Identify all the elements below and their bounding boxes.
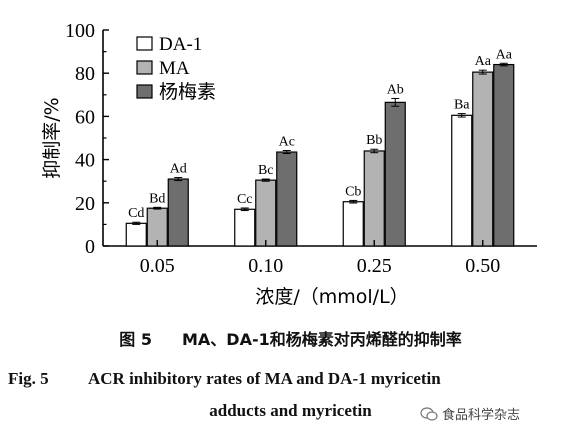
figure-caption-cn: 图 5 MA、DA-1和杨梅素对丙烯醛的抑制率 xyxy=(0,326,581,350)
figure-caption-en-line1: Fig. 5 ACR inhibitory rates of MA and DA-… xyxy=(8,369,581,389)
bar-3-3 xyxy=(384,101,406,247)
bar-1-1 xyxy=(125,222,147,247)
y-tick-label: 80 xyxy=(75,63,95,85)
caption-en-text-1: ACR inhibitory rates of MA and DA-1 myri… xyxy=(88,369,441,388)
x-tick-label: 0.05 xyxy=(140,255,175,277)
bar-chart: 0 20 40 60 80 100 抑制率/% Cd Bd Ad 0.05 Cc Bc Ac 0.10 Cb B… xyxy=(41,20,537,308)
significance-label: Aa xyxy=(496,47,513,62)
x-tick-label: 0.50 xyxy=(465,255,500,277)
y-tick-label: 60 xyxy=(75,106,95,128)
bar-3-1 xyxy=(167,178,189,247)
significance-label: Cd xyxy=(128,206,144,221)
x-tick-label: 0.25 xyxy=(357,255,392,277)
significance-label: Ba xyxy=(454,98,470,113)
wechat-icon xyxy=(420,406,438,421)
bar-1-2 xyxy=(234,208,256,247)
legend-label-1: DA-1 xyxy=(159,34,202,55)
bar-3-2 xyxy=(276,151,298,247)
watermark: 食品科学杂志 xyxy=(420,404,520,423)
significance-label: Ab xyxy=(387,82,404,97)
y-tick-label: 20 xyxy=(75,193,95,215)
x-axis-label: 浓度/（mmol/L） xyxy=(255,286,408,308)
bar-1-4 xyxy=(451,114,473,247)
bar-2-2 xyxy=(255,179,277,247)
bar-2-3 xyxy=(363,150,385,247)
bar-3-4 xyxy=(493,63,515,247)
legend-swatch-2 xyxy=(136,60,153,75)
bar-1-3 xyxy=(342,201,364,247)
significance-label: Bd xyxy=(149,191,165,206)
legend-swatch-3 xyxy=(136,84,153,99)
legend-swatch-1 xyxy=(136,36,153,51)
legend-label-3: 杨梅素 xyxy=(159,81,216,103)
significance-label: Bc xyxy=(258,163,274,178)
y-axis-label: 抑制率/% xyxy=(41,97,63,178)
significance-label: Bb xyxy=(366,133,382,148)
caption-cn-number: 图 5 xyxy=(119,330,152,349)
caption-cn-text: MA、DA-1和杨梅素对丙烯醛的抑制率 xyxy=(181,330,462,349)
y-tick-label: 100 xyxy=(65,20,95,42)
caption-en-number: Fig. 5 xyxy=(8,369,49,388)
watermark-text: 食品科学杂志 xyxy=(442,408,521,423)
significance-label: Ac xyxy=(279,135,295,150)
y-tick-label: 0 xyxy=(85,236,95,258)
bar-2-4 xyxy=(472,71,494,247)
significance-label: Cc xyxy=(237,192,253,207)
legend-label-2: MA xyxy=(159,58,190,79)
x-tick-label: 0.10 xyxy=(248,255,283,277)
significance-label: Ad xyxy=(170,162,187,177)
significance-label: Aa xyxy=(475,54,492,69)
y-tick-label: 40 xyxy=(75,150,95,172)
figure-caption-en-line2: adducts and myricetin xyxy=(209,401,372,420)
significance-label: Cb xyxy=(345,184,361,199)
